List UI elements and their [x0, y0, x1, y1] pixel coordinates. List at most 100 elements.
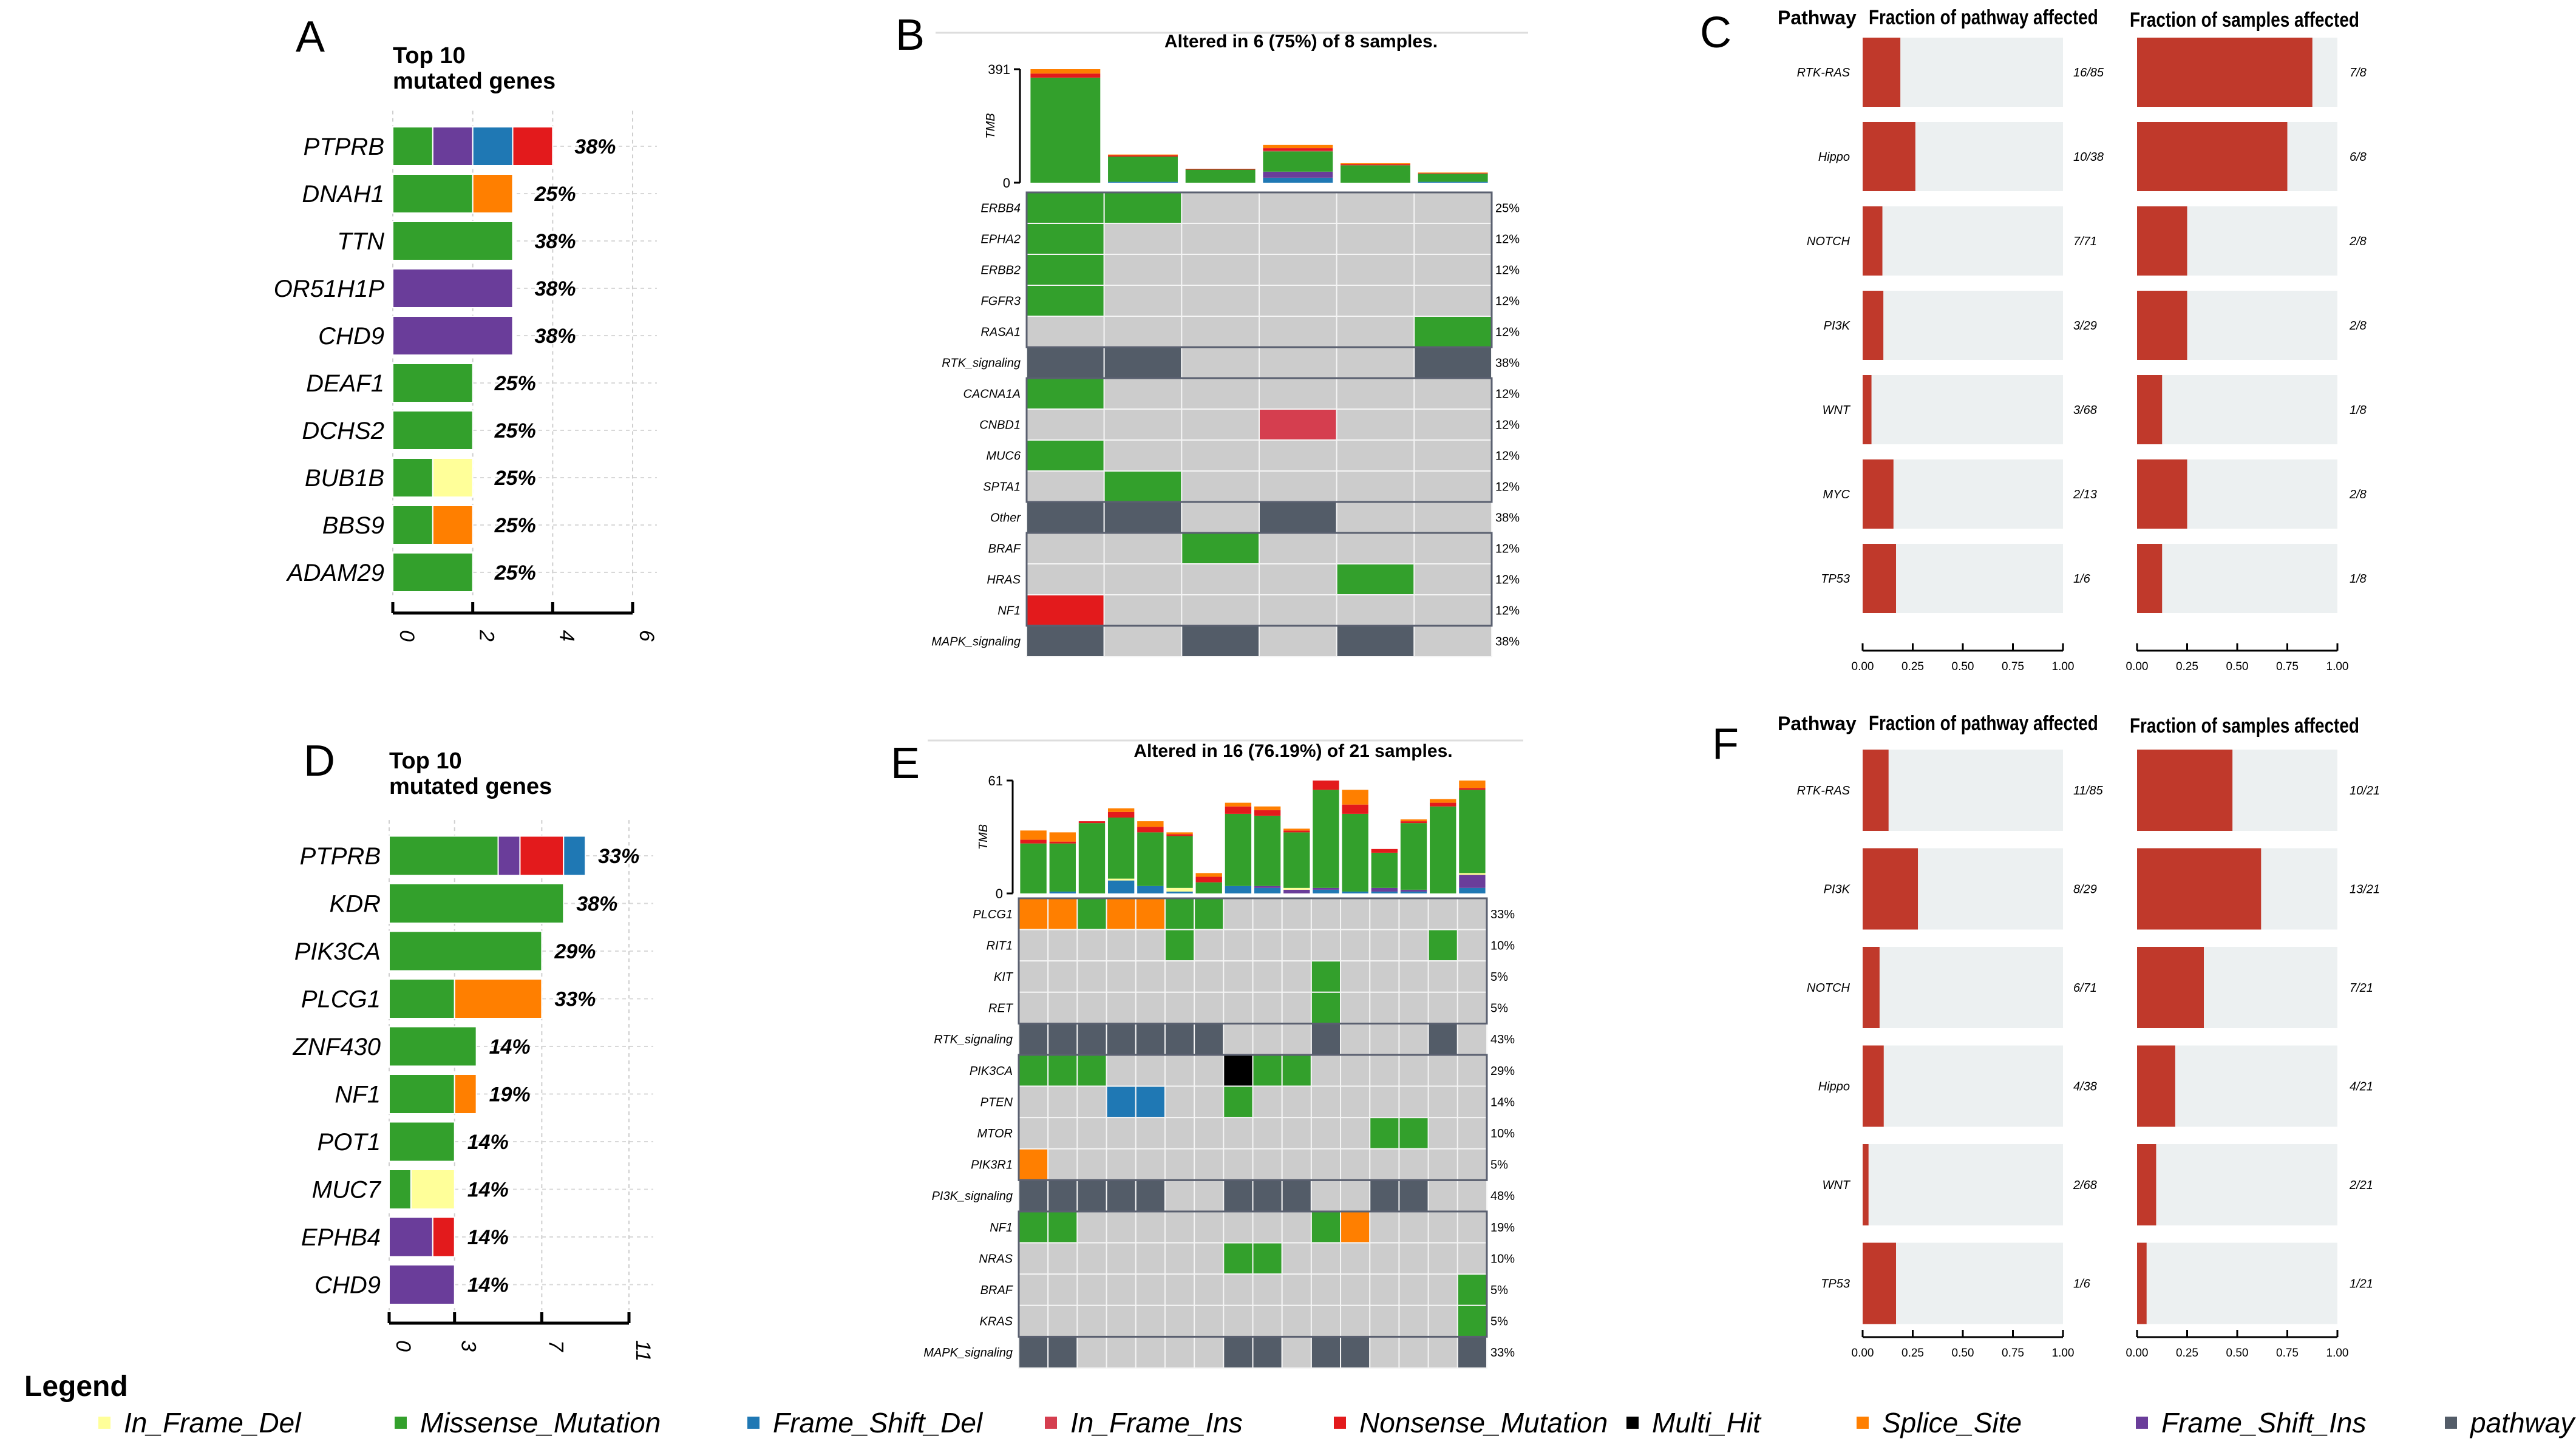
cell-empty — [1164, 960, 1195, 993]
cell-missense-mutation — [1181, 532, 1260, 564]
cell-empty — [1427, 1085, 1458, 1119]
samples-fraction-bar — [2137, 38, 2313, 107]
cell-splice-site — [1047, 898, 1078, 930]
pathway-fraction-bg — [1863, 459, 2063, 529]
bar-segment-frame-shift-del — [563, 835, 586, 876]
samples-fraction-label: 7/21 — [2350, 981, 2373, 995]
cell-empty — [1103, 254, 1183, 286]
bar-segment-in-frame-del — [432, 458, 474, 498]
tmb-bar-missense-mutation — [1459, 790, 1486, 873]
gene-label: DEAF1 — [306, 370, 384, 397]
cell-pathway — [1413, 347, 1492, 379]
cell-empty — [1106, 991, 1137, 1025]
cell-pathway — [1018, 1336, 1049, 1369]
tmb-axis-label: TMB — [984, 113, 997, 138]
percent-label: 25% — [534, 183, 576, 206]
x-tick-label: 0.25 — [1901, 1347, 1924, 1360]
pathway-fraction-bg — [1863, 291, 2063, 360]
cell-pathway — [1047, 1179, 1078, 1213]
cell-missense-mutation — [1456, 1304, 1487, 1338]
pathway-fraction-bar — [1863, 1045, 1884, 1127]
tmb-bar-frame-shift-del — [1049, 891, 1076, 893]
pathway-name: Hippo — [1818, 1080, 1850, 1094]
cell-empty — [1413, 378, 1492, 410]
pathway-header: Pathway — [1778, 713, 1857, 734]
samples-fraction-bg — [2137, 1144, 2337, 1225]
cell-empty — [1340, 1179, 1371, 1213]
cell-splice-site — [1135, 898, 1166, 930]
bar-segment-missense-mutation — [389, 835, 499, 876]
bar-segment-missense-mutation — [389, 883, 565, 924]
cell-empty — [1310, 1148, 1342, 1181]
pathway-name: TP53 — [1821, 572, 1850, 586]
cell-empty — [1336, 316, 1415, 348]
percent-label: 12% — [1495, 326, 1520, 339]
cell-empty — [1252, 898, 1283, 930]
cell-empty — [1398, 991, 1429, 1025]
legend-swatch-in-frame-del — [98, 1417, 110, 1429]
x-tick-label: 0.00 — [2126, 1347, 2149, 1360]
cell-empty — [1369, 1085, 1400, 1119]
cell-empty — [1427, 898, 1458, 930]
cell-missense-mutation — [1310, 991, 1342, 1025]
cell-empty — [1223, 1117, 1254, 1150]
cell-empty — [1047, 960, 1078, 993]
cell-empty — [1194, 1304, 1225, 1338]
cell-empty — [1456, 898, 1487, 930]
cell-empty — [1281, 1211, 1312, 1244]
tmb-bar-missense-mutation — [1430, 806, 1456, 893]
tmb-bar-frame-shift-del — [1459, 887, 1486, 893]
tmb-zero-label: 0 — [996, 886, 1003, 901]
x-tick-label: 0.50 — [2226, 660, 2249, 673]
cell-empty — [1181, 316, 1260, 348]
gene-label: RASA1 — [980, 326, 1021, 339]
samples-fraction-label: 1/21 — [2350, 1278, 2373, 1291]
percent-label: 25% — [494, 561, 536, 584]
percent-label: 25% — [494, 514, 536, 537]
percent-label: 12% — [1495, 543, 1520, 556]
cell-empty — [1413, 254, 1492, 286]
cell-pathway — [1223, 1179, 1254, 1213]
percent-label: 10% — [1490, 1127, 1515, 1140]
percent-label: 38% — [534, 230, 576, 253]
gene-label: MTOR — [977, 1127, 1013, 1140]
tmb-bar-frame-shift-ins — [1400, 889, 1427, 892]
cell-empty — [1413, 408, 1492, 441]
cell-pathway — [1106, 1179, 1137, 1213]
percent-label: 25% — [494, 372, 536, 395]
cell-missense-mutation — [1398, 1117, 1429, 1150]
right-chart-header: Fraction of samples affected — [2130, 714, 2359, 737]
cell-splice-site — [1340, 1211, 1371, 1244]
cell-empty — [1427, 1211, 1458, 1244]
cell-empty — [1336, 285, 1415, 317]
percent-label: 12% — [1495, 295, 1520, 308]
x-tick-label: 0.00 — [1852, 660, 1874, 673]
gene-label: ADAM29 — [286, 560, 384, 586]
percent-label: 33% — [598, 845, 639, 868]
tmb-max-label: 61 — [988, 773, 1003, 788]
cell-empty — [1369, 1336, 1400, 1369]
tmb-bar-frame-shift-del — [1263, 177, 1333, 183]
percent-label: 5% — [1490, 971, 1508, 984]
cell-empty — [1336, 408, 1415, 441]
cell-empty — [1413, 285, 1492, 317]
cell-empty — [1259, 223, 1337, 255]
tmb-bar-nonsense-mutation — [1459, 788, 1486, 790]
tmb-bar-splice-site — [1030, 69, 1101, 74]
gene-label: NF1 — [990, 1221, 1013, 1235]
samples-fraction-bar — [2137, 459, 2187, 529]
cell-empty — [1413, 625, 1492, 657]
samples-fraction-label: 2/8 — [2349, 235, 2367, 248]
cell-missense-mutation — [1164, 898, 1195, 930]
cell-pathway — [1194, 1023, 1225, 1056]
cell-empty — [1259, 594, 1337, 626]
tmb-bar-frame-shift-ins — [1283, 889, 1310, 893]
gene-label: RET — [988, 1002, 1014, 1015]
cell-empty — [1310, 1179, 1342, 1213]
x-tick-label: 1.00 — [2052, 1347, 2075, 1360]
cell-pathway — [1076, 1023, 1107, 1056]
cell-empty — [1413, 470, 1492, 503]
x-tick-label: 0.75 — [2276, 660, 2299, 673]
cell-empty — [1047, 1273, 1078, 1306]
cell-empty — [1252, 1023, 1283, 1056]
